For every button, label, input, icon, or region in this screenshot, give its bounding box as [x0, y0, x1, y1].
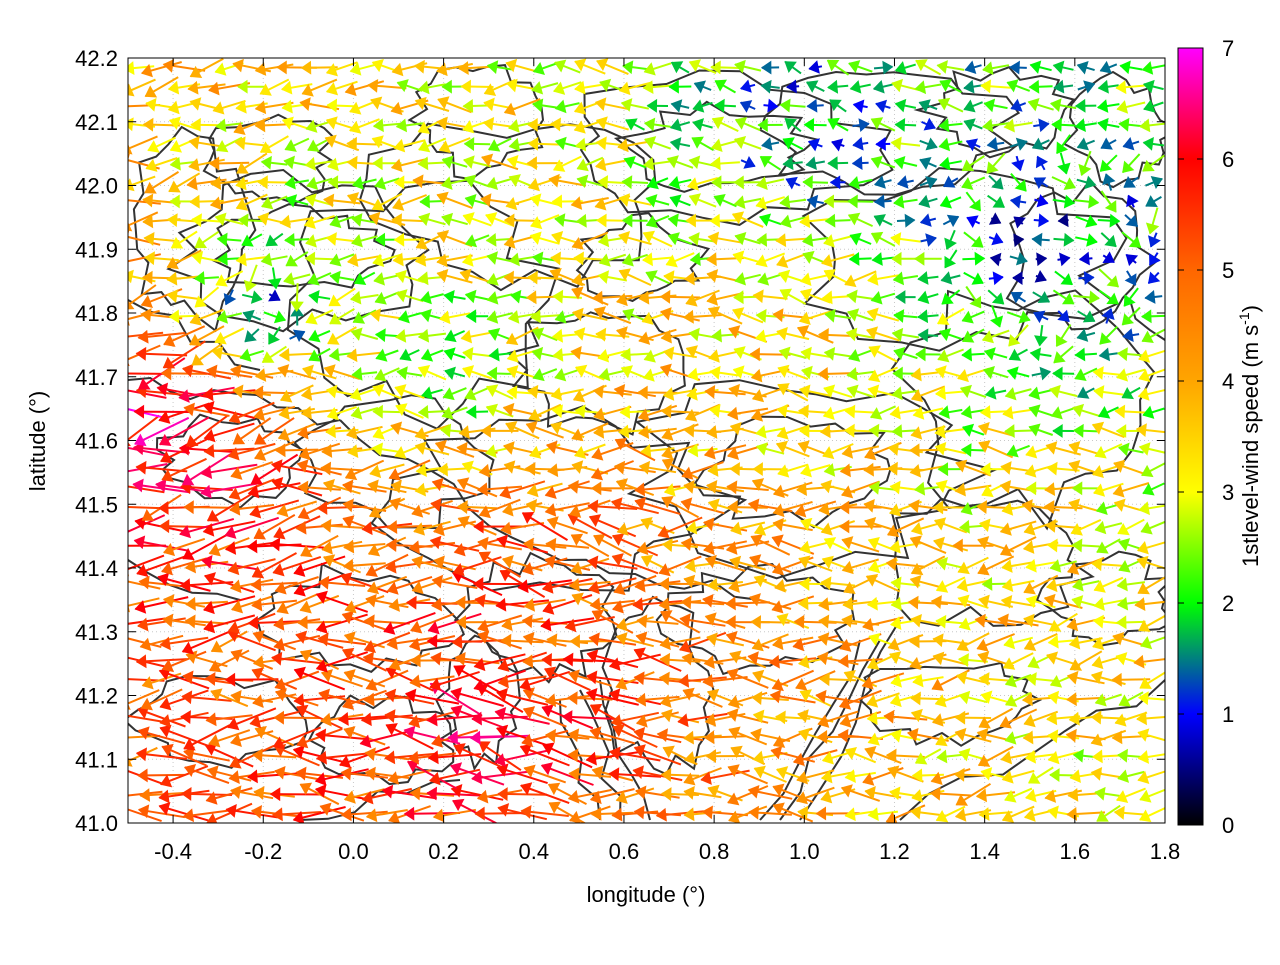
chart: -0.4-0.20.00.20.40.60.81.01.21.41.61.841…: [0, 0, 1280, 960]
chart-svg: -0.4-0.20.00.20.40.60.81.01.21.41.61.841…: [0, 0, 1280, 960]
